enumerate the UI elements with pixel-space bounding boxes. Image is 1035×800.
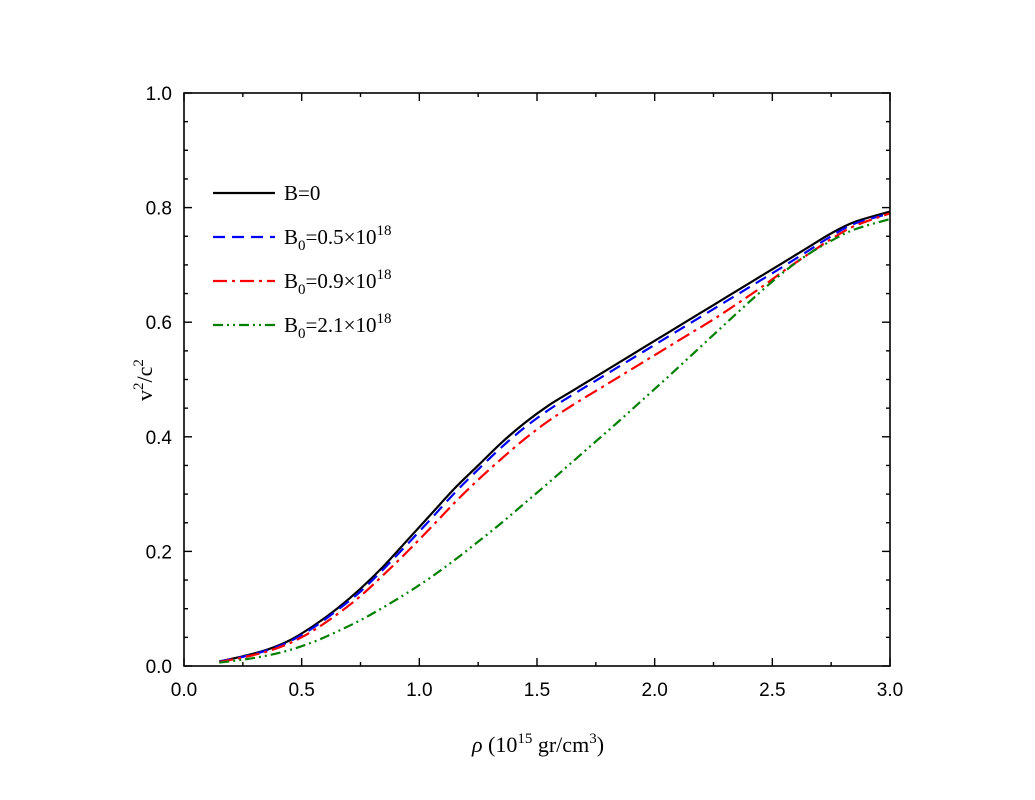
legend-item: B0=0.5×1018 <box>213 223 391 254</box>
x-tick-label: 2.0 <box>641 680 667 701</box>
legend-item: B=0 <box>213 181 320 205</box>
legend-item: B0=2.1×1018 <box>213 311 391 342</box>
y-tick-label: 0.8 <box>146 199 172 220</box>
legend-label-base: B <box>284 269 298 293</box>
legend-label: B0=0.5×1018 <box>284 223 391 254</box>
series-b21-line <box>219 218 891 664</box>
legend-item: B0=0.9×1018 <box>213 267 391 298</box>
y-axis-symbol: v <box>132 390 157 401</box>
legend: B=0 B0=0.5×1018 B0=0.9×1018 B0=2.1×1018 <box>213 181 391 342</box>
tick-labels: 0.0 0.5 1.0 1.5 2.0 2.5 3.0 0.0 0.2 0.4 0.6 0.8 1.0 <box>146 84 904 701</box>
legend-label-subscript: 0 <box>298 238 306 254</box>
x-axis-symbol: ρ <box>471 732 483 757</box>
legend-label: B0=2.1×1018 <box>284 311 391 342</box>
y-tick-label: 0.4 <box>146 428 173 449</box>
y-axis-title-part: /c <box>132 366 157 382</box>
legend-label-subscript: 0 <box>298 326 306 342</box>
legend-label: B=0 <box>284 181 320 205</box>
y-axis-title: v2/c2 <box>131 359 157 401</box>
x-tick-label: 2.5 <box>759 680 785 701</box>
legend-label-base: B <box>284 225 298 249</box>
x-tick-label: 1.5 <box>524 680 550 701</box>
y-axis-exponent: 2 <box>131 382 147 390</box>
x-axis-title: ρ (1015 gr/cm3) <box>471 731 604 757</box>
legend-label-rest: =0.9×10 <box>306 269 377 293</box>
legend-label-superscript: 18 <box>376 267 391 283</box>
series-b0-line <box>219 210 891 663</box>
y-tick-label: 0.2 <box>146 542 172 563</box>
plot-frame <box>183 92 891 667</box>
legend-label-rest: =2.1×10 <box>306 313 377 337</box>
legend-label-superscript: 18 <box>376 223 391 239</box>
x-axis-title-part: (10 <box>483 732 518 757</box>
y-tick-label: 0.6 <box>146 313 172 334</box>
x-axis-title-close: ) <box>597 732 604 757</box>
legend-label-base: B <box>284 313 298 337</box>
x-tick-label: 0.5 <box>288 680 314 701</box>
legend-label: B0=0.9×1018 <box>284 267 391 298</box>
x-tick-label: 3.0 <box>877 680 903 701</box>
y-tick-label: 0.0 <box>146 657 172 678</box>
legend-label-subscript: 0 <box>298 282 306 298</box>
series-b05-line <box>219 212 891 663</box>
x-axis-unit: gr/cm <box>532 732 589 757</box>
legend-label-superscript: 18 <box>376 311 391 327</box>
x-axis-exponent: 15 <box>517 731 532 747</box>
x-tick-label: 0.0 <box>171 680 197 701</box>
legend-label-base: B=0 <box>284 181 320 205</box>
series-lines <box>219 210 891 664</box>
series-b09-line <box>219 212 891 664</box>
x-axis-unit-exponent: 3 <box>589 731 597 747</box>
y-axis-exponent-2: 2 <box>131 359 147 367</box>
x-tick-label: 1.0 <box>406 680 432 701</box>
axis-ticks <box>183 92 891 667</box>
legend-label-rest: =0.5×10 <box>306 225 377 249</box>
y-tick-label: 1.0 <box>146 84 172 105</box>
